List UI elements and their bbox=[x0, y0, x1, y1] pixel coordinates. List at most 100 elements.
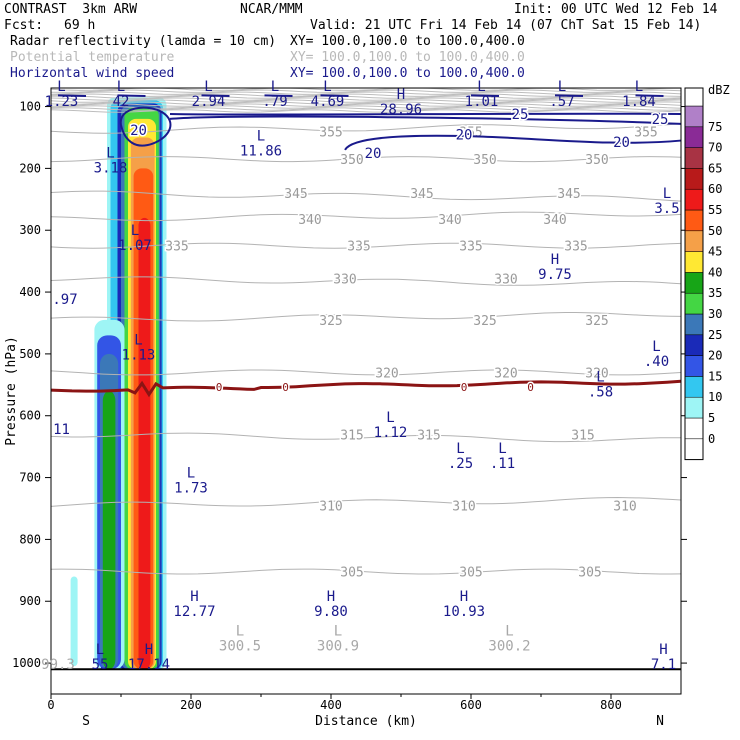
marker-type-8: H bbox=[397, 87, 405, 103]
y-axis-label: Pressure (hPa) bbox=[4, 336, 19, 446]
colorbar-tick-label: 20 bbox=[708, 349, 722, 363]
x-tick-label: 600 bbox=[460, 698, 482, 712]
wind-label-2: 20 bbox=[365, 146, 382, 162]
theta-label-345-0: 345 bbox=[284, 187, 307, 202]
theta-strat-contour bbox=[50, 97, 682, 101]
jet-dash bbox=[201, 94, 230, 98]
theta-label-310-2: 310 bbox=[613, 499, 636, 514]
colorbar-swatch bbox=[684, 313, 704, 336]
marker-type-9: L bbox=[257, 129, 265, 145]
theta-contour-340 bbox=[50, 211, 682, 222]
marker-type-23: H bbox=[190, 589, 198, 605]
reflectivity-field bbox=[70, 97, 167, 670]
marker-value-2: 2.94 bbox=[192, 94, 226, 110]
colorbar-tick-label: 60 bbox=[708, 182, 722, 196]
theta-label-340-0: 340 bbox=[298, 213, 321, 228]
colorbar-tick-label: 50 bbox=[708, 224, 722, 238]
theta-strat-contour bbox=[50, 99, 682, 103]
wind-label-3: 20 bbox=[456, 127, 473, 143]
x-axis-label: Distance (km) bbox=[315, 714, 417, 729]
init-time: Init: 00 UTC Wed 12 Feb 14 bbox=[514, 2, 718, 17]
freezing-label-1: 0 bbox=[282, 381, 289, 394]
theta-label-330-1: 330 bbox=[494, 272, 517, 287]
valid-time: Valid: 21 UTC Fri 14 Feb 14 (07 ChT Sat … bbox=[310, 18, 702, 33]
colorbar-swatch bbox=[684, 292, 704, 315]
colorbar-tick-label: 30 bbox=[708, 307, 722, 321]
marker-value-11: 3.5 bbox=[654, 201, 679, 217]
jet-dash bbox=[264, 94, 293, 98]
theta-label-310-1: 310 bbox=[452, 499, 475, 514]
theta-contour-315 bbox=[50, 432, 682, 443]
marker-value-14: .97 bbox=[52, 292, 77, 308]
marker-type-7: L bbox=[635, 79, 643, 95]
theta-label-305-0: 305 bbox=[340, 566, 363, 581]
marker-type-3: L bbox=[271, 79, 279, 95]
marker-type-32: H bbox=[659, 642, 667, 658]
theta-label-325-2: 325 bbox=[585, 314, 608, 329]
theta-contour-325 bbox=[50, 312, 682, 322]
marker-value-3: .79 bbox=[262, 94, 287, 110]
marker-type-30: L bbox=[96, 642, 104, 658]
marker-value-32: 7.1 bbox=[651, 657, 676, 673]
org-label: NCAR/MMM bbox=[240, 2, 303, 17]
low-echo-streak bbox=[70, 576, 78, 667]
colorbar-swatch bbox=[684, 251, 704, 273]
marker-value-31: 99.3 bbox=[41, 657, 75, 673]
marker-value-12: 1.07 bbox=[118, 238, 152, 254]
colorbar-swatch bbox=[684, 272, 704, 294]
x-tick-label: 0 bbox=[47, 698, 54, 712]
marker-type-13: H bbox=[551, 252, 559, 268]
jet-dash bbox=[117, 94, 146, 98]
wind-contour-1 bbox=[169, 115, 682, 125]
theta-strat-contour bbox=[50, 103, 682, 107]
marker-value-15: 1.13 bbox=[122, 348, 156, 364]
field-3-name: Horizontal wind speed bbox=[10, 66, 175, 81]
marker-value-25: 10.93 bbox=[443, 604, 485, 620]
marker-value-18: 11 bbox=[53, 422, 70, 438]
freezing-level: 0 0 0 0 bbox=[50, 379, 682, 398]
freezing-level-line bbox=[50, 379, 682, 398]
theta-label-320-2: 320 bbox=[585, 366, 608, 381]
extrema-markers: L1.23L42L2.94L.79L4.69L1.01L.57L1.84H28.… bbox=[41, 79, 680, 673]
theta-label-350-0: 350 bbox=[340, 153, 363, 168]
colorbar-tick-label: 70 bbox=[708, 141, 722, 155]
marker-type-15: L bbox=[134, 333, 142, 349]
y-tick-label: 500 bbox=[19, 347, 41, 361]
wind-label-1: 25 bbox=[652, 112, 669, 128]
colorbar-tick-label: 75 bbox=[708, 120, 722, 134]
field-1-name: Radar reflectivity (lamda = 10 cm) bbox=[10, 34, 277, 49]
colorbar-swatch bbox=[684, 417, 704, 440]
plot-frame bbox=[50, 87, 682, 695]
marker-value-29: 17.14 bbox=[128, 657, 170, 673]
marker-type-25: H bbox=[460, 589, 468, 605]
theta-label-335-3: 335 bbox=[564, 240, 587, 255]
marker-value-23: 12.77 bbox=[173, 604, 215, 620]
marker-type-11: L bbox=[663, 186, 671, 202]
theta-strat-contour bbox=[50, 101, 682, 105]
marker-value-19: 1.12 bbox=[374, 425, 408, 441]
theta-contour-345 bbox=[50, 190, 682, 202]
colorbar-swatch bbox=[684, 147, 704, 169]
marker-value-24: 9.80 bbox=[314, 604, 348, 620]
field-2-name: Potential temperature bbox=[10, 50, 175, 65]
wind-label-0: 25 bbox=[512, 107, 529, 123]
marker-value-4: 4.69 bbox=[311, 94, 345, 110]
marker-type-26: L bbox=[236, 623, 244, 639]
theta-strat-contour bbox=[50, 109, 682, 113]
colorbar-swatch bbox=[684, 105, 704, 128]
colorbar-tick-label: 10 bbox=[708, 390, 722, 404]
theta-label-320-0: 320 bbox=[375, 366, 398, 381]
colorbar-tick-label: 45 bbox=[708, 245, 722, 259]
fcst-label: Fcst: bbox=[4, 18, 44, 33]
marker-type-22: L bbox=[187, 466, 195, 482]
theta-label-315-1: 315 bbox=[417, 428, 440, 443]
marker-value-21: .11 bbox=[490, 456, 515, 472]
echo-50dbz bbox=[138, 217, 151, 670]
theta-label-325-1: 325 bbox=[473, 314, 496, 329]
colorbar-swatch bbox=[684, 396, 704, 419]
jet-dash bbox=[320, 94, 349, 98]
jet-dash bbox=[470, 94, 500, 98]
x-end-label-left: S bbox=[82, 714, 90, 729]
